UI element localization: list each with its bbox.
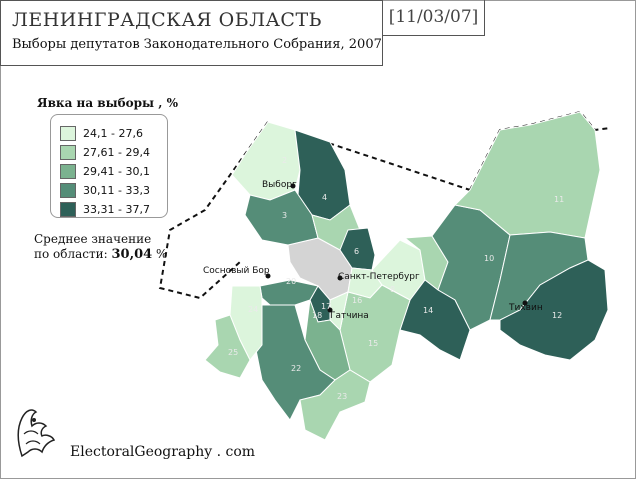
district-label: 15 bbox=[368, 339, 378, 348]
district-label: 2 bbox=[282, 156, 287, 165]
legend-label: 29,41 - 30,1 bbox=[83, 164, 150, 178]
page-subtitle: Выборы депутатов Законодательного Собран… bbox=[12, 37, 382, 52]
district-label: 8 bbox=[390, 285, 395, 294]
legend-label: 24,1 - 27,6 bbox=[83, 126, 143, 140]
city-dot-spb bbox=[337, 275, 343, 281]
district-label: 18 bbox=[312, 311, 322, 320]
average-value: Среднее значение по области: 30,04 % bbox=[34, 232, 167, 262]
region-border-west bbox=[158, 121, 269, 300]
legend-swatch bbox=[60, 201, 76, 217]
legend-item: 33,31 - 37,7 bbox=[60, 201, 150, 217]
legend-label: 27,61 - 29,4 bbox=[83, 145, 150, 159]
district-label: 20 bbox=[286, 277, 296, 286]
district-label: 11 bbox=[554, 195, 564, 204]
city-dot-gatchina bbox=[327, 307, 333, 313]
legend: 24,1 - 27,6 27,61 - 29,4 29,41 - 30,1 30… bbox=[50, 114, 168, 218]
district-label: 24 bbox=[248, 305, 258, 314]
legend-swatch bbox=[60, 163, 76, 179]
legend-label: 33,31 - 37,7 bbox=[83, 202, 150, 216]
city-label-vyborg: Выборг bbox=[262, 180, 297, 190]
page-title: ЛЕНИНГРАДСКАЯ ОБЛАСТЬ bbox=[12, 9, 322, 31]
legend-item: 24,1 - 27,6 bbox=[60, 125, 143, 141]
district-label: 23 bbox=[337, 392, 347, 401]
district-20[interactable] bbox=[259, 279, 319, 306]
district-15[interactable] bbox=[339, 284, 411, 383]
date-badge: [11/03/07] bbox=[383, 0, 485, 36]
district-label: 17 bbox=[321, 302, 331, 311]
city-label-spb: Санкт-Петербург bbox=[338, 272, 420, 282]
legend-label: 30,11 - 33,3 bbox=[83, 183, 150, 197]
legend-item: 27,61 - 29,4 bbox=[60, 144, 150, 160]
average-label: Среднее значение bbox=[34, 232, 152, 246]
city-dot-vyborg bbox=[290, 183, 296, 189]
legend-item: 30,11 - 33,3 bbox=[60, 182, 150, 198]
average-line: по области: 30,04 % bbox=[34, 247, 167, 262]
district-label: 12 bbox=[552, 311, 562, 320]
site-logo-icon bbox=[17, 409, 56, 458]
district-label: 6 bbox=[354, 247, 359, 256]
city-label-sosnovy-bor: Сосновый Бор bbox=[203, 266, 270, 276]
city-label-tikhvin: Тихвин bbox=[508, 303, 543, 313]
district-label: 25 bbox=[228, 348, 238, 357]
average-prefix: по области: bbox=[34, 247, 108, 261]
district-label: 16 bbox=[352, 296, 362, 305]
legend-item: 29,41 - 30,1 bbox=[60, 163, 150, 179]
legend-swatch bbox=[60, 125, 76, 141]
average-number: 30,04 bbox=[111, 247, 153, 262]
city-dot-tikhvin bbox=[522, 300, 528, 306]
district-label: 3 bbox=[282, 211, 287, 220]
average-unit: % bbox=[156, 247, 168, 261]
district-label: 14 bbox=[423, 306, 433, 315]
district-12[interactable] bbox=[499, 259, 609, 361]
title-box: ЛЕНИНГРАДСКАЯ ОБЛАСТЬ Выборы депутатов З… bbox=[0, 0, 383, 66]
district-label: 10 bbox=[484, 254, 494, 263]
district-14[interactable] bbox=[399, 279, 471, 361]
district-23[interactable] bbox=[299, 369, 371, 441]
district-11[interactable] bbox=[453, 111, 601, 239]
site-name[interactable]: ElectoralGeography . com bbox=[70, 444, 256, 460]
legend-title: Явка на выборы , % bbox=[37, 96, 179, 110]
district-label: 4 bbox=[322, 193, 327, 202]
legend-swatch bbox=[60, 182, 76, 198]
district-25[interactable] bbox=[204, 314, 251, 379]
district-label: 22 bbox=[291, 364, 301, 373]
city-dot-sosnovy-bor bbox=[265, 273, 271, 279]
legend-swatch bbox=[60, 144, 76, 160]
city-label-gatchina: Гатчина bbox=[330, 311, 369, 321]
